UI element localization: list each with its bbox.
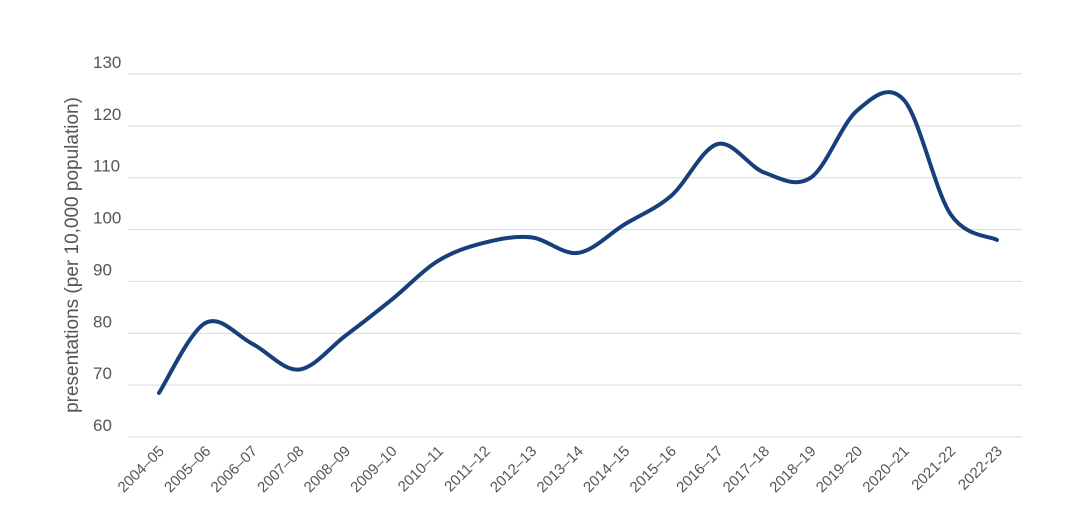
- x-tick-label: 2010–11: [395, 443, 448, 496]
- y-tick-label: 120: [93, 105, 121, 124]
- x-tick-label: 2022-23: [955, 443, 1006, 494]
- x-tick-label: 2013–14: [534, 443, 587, 496]
- y-axis-title: presentations (per 10,000 population): [62, 97, 83, 413]
- y-tick-label: 80: [93, 312, 112, 331]
- y-tick-label: 100: [93, 209, 121, 228]
- x-tick-label: 2008–09: [301, 443, 354, 496]
- x-axis-ticks: 2004–052005–062006–072007–082008–092009–…: [115, 443, 1006, 496]
- y-tick-label: 110: [93, 157, 120, 176]
- x-tick-label: 2016–17: [673, 443, 726, 496]
- series-line: [157, 90, 999, 395]
- x-tick-label: 2004–05: [115, 443, 168, 496]
- x-tick-label: 2020–21: [859, 443, 912, 496]
- x-tick-label: 2007–08: [254, 443, 307, 496]
- y-tick-label: 130: [93, 53, 121, 72]
- series-layer: [157, 90, 999, 395]
- x-tick-label: 2021-22: [908, 443, 959, 494]
- x-tick-label: 2009–10: [347, 443, 400, 496]
- x-tick-label: 2018–19: [766, 443, 819, 496]
- gridlines: [128, 73, 1022, 438]
- x-tick-label: 2014–15: [580, 443, 633, 496]
- x-tick-label: 2017–18: [720, 443, 773, 496]
- x-tick-label: 2005–06: [161, 443, 214, 496]
- y-tick-label: 90: [93, 260, 112, 279]
- x-tick-label: 2006–07: [208, 443, 261, 496]
- x-tick-label: 2011–12: [441, 443, 494, 496]
- x-tick-label: 2012–13: [487, 443, 540, 496]
- y-axis-ticks: 60 70 80 90 100 110 120 130: [93, 53, 121, 435]
- x-tick-label: 2015–16: [627, 443, 680, 496]
- y-tick-label: 60: [93, 416, 112, 435]
- y-tick-label: 70: [93, 364, 112, 383]
- x-tick-label: 2019–20: [813, 443, 866, 496]
